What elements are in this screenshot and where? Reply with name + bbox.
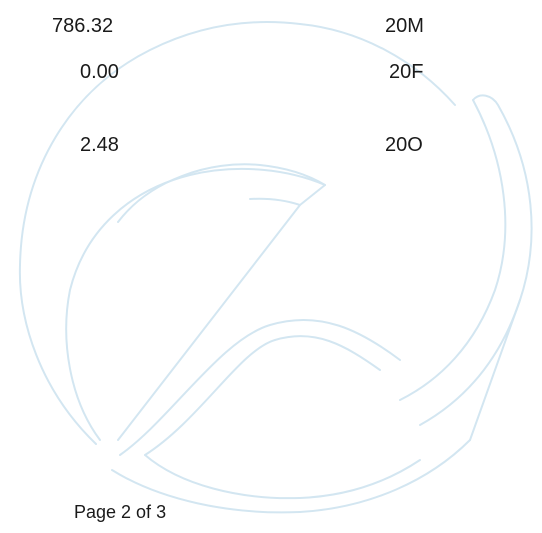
watermark-tail-right-inner [399, 99, 507, 401]
row-1-code: 20M [385, 15, 424, 37]
row-3-code: 20O [385, 134, 423, 156]
watermark-arc-bottom-inner [144, 454, 421, 500]
watermark-arc-left [18, 20, 301, 445]
watermark-band-lower-inner [144, 335, 381, 456]
watermark-band-upper-outer [65, 167, 326, 441]
watermark-tail-right [419, 94, 533, 426]
watermark-diagonal-upper [117, 204, 301, 441]
watermark-hook-top [249, 184, 326, 206]
watermark-diagonal-lower [469, 299, 521, 441]
row-3-value: 2.48 [80, 134, 119, 156]
watermark-band-upper-inner [117, 163, 326, 223]
watermark-band-lower [119, 318, 401, 456]
row-2-code: 20F [389, 61, 424, 83]
row-1-value: 786.32 [52, 15, 114, 37]
watermark-arc-bottom [111, 439, 471, 514]
row-2-value: 0.00 [80, 61, 119, 83]
page-number: Page 2 of 3 [74, 502, 167, 522]
watermark-arc-top [299, 23, 456, 106]
